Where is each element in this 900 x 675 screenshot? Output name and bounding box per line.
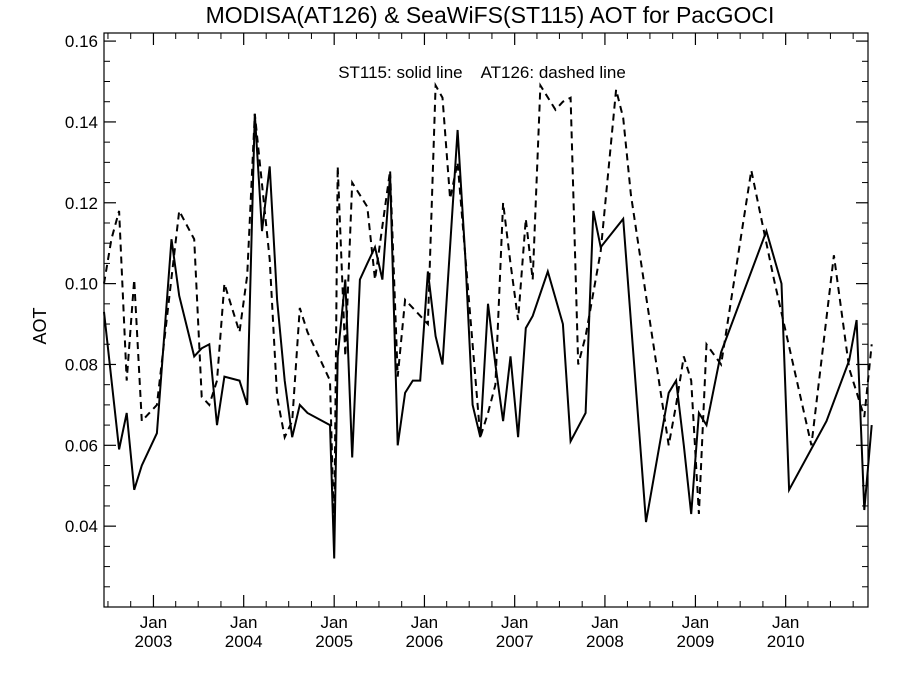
series-lines — [103, 81, 873, 559]
plot-frame — [103, 32, 869, 608]
series-line-st115 — [103, 113, 873, 559]
x-tick-year-label: 2005 — [315, 632, 353, 651]
x-tick-month-label: Jan — [501, 613, 528, 632]
y-tick-label: 0.04 — [65, 517, 98, 536]
x-tick-year-label: 2010 — [767, 632, 805, 651]
y-tick-label: 0.08 — [65, 355, 98, 374]
x-tick-month-label: Jan — [230, 613, 257, 632]
x-tick-year-label: 2003 — [135, 632, 173, 651]
x-tick-year-label: 2004 — [225, 632, 263, 651]
y-tick-label: 0.06 — [65, 436, 98, 455]
x-tick-month-label: Jan — [140, 613, 167, 632]
x-tick-year-label: 2008 — [586, 632, 624, 651]
x-tick-year-label: 2006 — [406, 632, 444, 651]
series-line-at126 — [103, 81, 873, 539]
y-tick-label: 0.14 — [65, 113, 98, 132]
axes: 0.040.060.080.100.120.140.16Jan2003Jan20… — [65, 32, 869, 651]
y-tick-label: 0.10 — [65, 275, 98, 294]
x-tick-month-label: Jan — [320, 613, 347, 632]
y-tick-label: 0.12 — [65, 194, 98, 213]
x-tick-year-label: 2009 — [677, 632, 715, 651]
chart-title: MODISA(AT126) & SeaWiFS(ST115) AOT for P… — [205, 2, 775, 28]
x-tick-month-label: Jan — [682, 613, 709, 632]
x-tick-month-label: Jan — [591, 613, 618, 632]
y-axis-label: AOT — [30, 307, 50, 344]
x-tick-month-label: Jan — [772, 613, 799, 632]
x-tick-month-label: Jan — [411, 613, 438, 632]
legend-annotation: ST115: solid line AT126: dashed line — [338, 63, 626, 82]
x-tick-year-label: 2007 — [496, 632, 534, 651]
y-tick-label: 0.16 — [65, 32, 98, 51]
